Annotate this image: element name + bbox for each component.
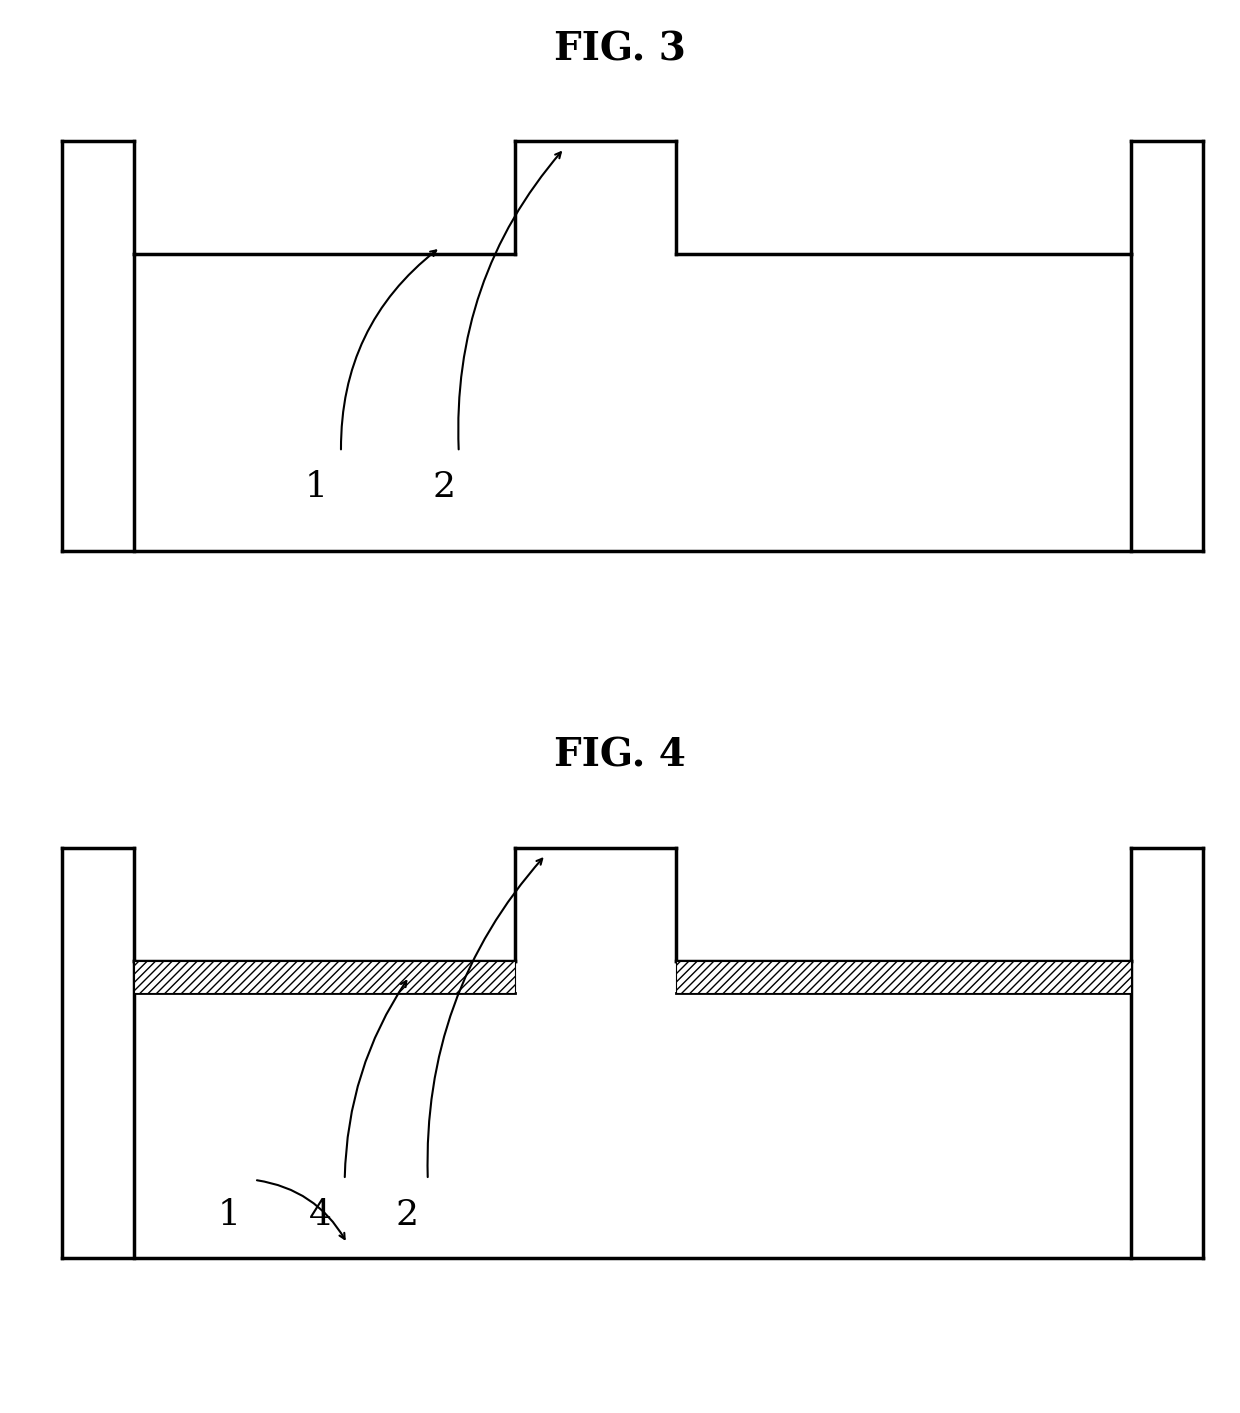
Text: FIG. 3: FIG. 3 xyxy=(554,31,686,68)
Text: 1: 1 xyxy=(218,1198,241,1232)
Text: 2: 2 xyxy=(396,1198,418,1232)
Text: 1: 1 xyxy=(305,471,327,504)
Bar xyxy=(134,961,515,992)
Text: 2: 2 xyxy=(433,471,455,504)
Text: 4: 4 xyxy=(309,1198,331,1232)
Text: FIG. 4: FIG. 4 xyxy=(554,738,686,774)
Bar xyxy=(676,961,1131,992)
